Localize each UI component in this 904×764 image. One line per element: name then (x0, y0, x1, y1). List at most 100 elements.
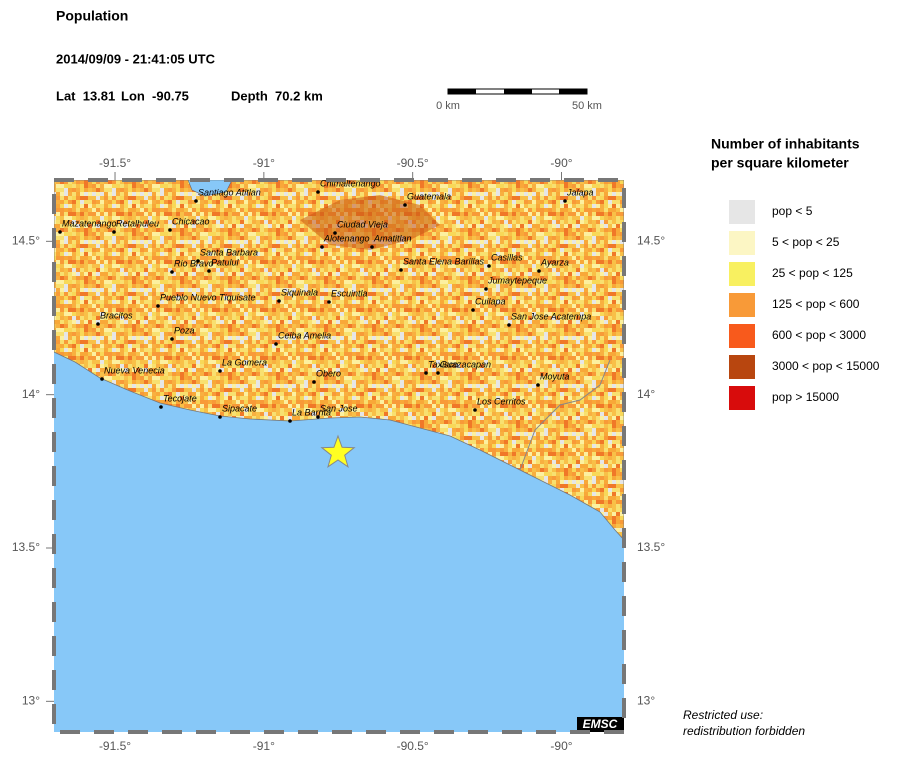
place-label: Obero (316, 368, 341, 378)
place-dot (312, 380, 316, 384)
place-dot (399, 268, 403, 272)
place-label: Pueblo Nuevo Tiquisate (160, 292, 255, 302)
place-label: Ciudad Vieja (337, 219, 388, 229)
x-tick-label: -91.5° (99, 156, 131, 170)
place-dot (507, 323, 511, 327)
place-label: Rio Bravo (174, 258, 214, 268)
place-label: Santa Elena Barillas (403, 256, 485, 266)
x-tick-label: -90.5° (397, 156, 429, 170)
legend-swatch (729, 293, 755, 317)
legend-swatch (729, 324, 755, 348)
places: Chimaltenango Santiago Atitlan Guatemala Ja… (58, 178, 594, 423)
y-tick-label: 14° (637, 387, 655, 401)
place-dot (471, 308, 475, 312)
place-dot (424, 371, 428, 375)
border (519, 359, 611, 471)
scale-end: 50 km (572, 100, 602, 112)
place-label: Tecojate (163, 393, 197, 403)
place-label: Bracitos (100, 310, 133, 320)
scale-start: 0 km (436, 100, 460, 112)
place-dot (563, 199, 567, 203)
place-dot (370, 245, 374, 249)
y-tick-label: 13° (22, 694, 40, 708)
place-dot (333, 231, 337, 235)
legend-swatch (729, 355, 755, 379)
place-label: Ayarza (540, 257, 569, 267)
place-dot (484, 287, 488, 291)
place-label: Alotenango (323, 233, 370, 243)
legend: pop < 5 5 < pop < 25 25 < pop < 125 125 < p… (729, 200, 880, 410)
depth: Depth 70.2 km (231, 88, 323, 103)
legend-title: Number of inhabitants (711, 136, 860, 152)
place-label: Sipacate (222, 403, 257, 413)
place-dot (320, 245, 324, 249)
place-dot (218, 415, 222, 419)
notice: redistribution forbidden (683, 724, 805, 738)
place-dot (487, 264, 491, 268)
place-dot (327, 300, 331, 304)
legend-label: 125 < pop < 600 (772, 297, 860, 311)
legend-label: 3000 < pop < 15000 (772, 359, 880, 373)
y-tick-label: 14.5° (637, 234, 665, 248)
place-label: Escuintla (331, 288, 368, 298)
place-dot (436, 371, 440, 375)
legend-title: per square kilometer (711, 155, 849, 171)
place-dot (100, 377, 104, 381)
legend-swatch (729, 200, 755, 224)
place-dot (168, 228, 172, 232)
y-tick-label: 13.5° (637, 540, 665, 554)
place-label: Chimaltenango (320, 178, 381, 188)
place-label: Mazatenango (62, 218, 117, 228)
legend-label: 5 < pop < 25 (772, 235, 840, 249)
x-tick-label: -91° (253, 156, 275, 170)
place-dot (207, 269, 211, 273)
land (54, 180, 624, 541)
place-label: Casillas (491, 252, 523, 262)
place-dot (473, 408, 477, 412)
y-tick-label: 13° (637, 694, 655, 708)
place-dot (288, 419, 292, 423)
place-dot (170, 337, 174, 341)
y-tick-label: 14° (22, 387, 40, 401)
place-label: Amatitlan (373, 233, 412, 243)
place-label: San Jose Acatempa (511, 311, 591, 321)
logo-box (577, 717, 624, 732)
place-dot (196, 259, 200, 263)
legend-label: pop > 15000 (772, 390, 839, 404)
place-dot (159, 405, 163, 409)
place-label: Retalhuleu (116, 218, 159, 228)
place-label: Ceiba Amelia (278, 330, 331, 340)
place-dot (58, 230, 62, 234)
place-dot (316, 190, 320, 194)
legend-label: 25 < pop < 125 (772, 266, 853, 280)
place-label: La Barrita (292, 407, 331, 417)
place-label: Jalapa (566, 187, 594, 197)
y-tick-label: 13.5° (12, 540, 40, 554)
x-tick-label: -90.5° (397, 739, 429, 753)
logo: EMSC (583, 717, 618, 731)
place-label: San Jose (320, 403, 358, 413)
lon: Lon -90.75 (121, 88, 189, 103)
place-label: Patulul (211, 257, 240, 267)
title: Population (56, 8, 128, 24)
place-dot (96, 322, 100, 326)
place-dot (316, 415, 320, 419)
place-label: Poza (174, 325, 195, 335)
place-label: Chicacao (172, 216, 210, 226)
place-label: Siquinala (281, 287, 318, 297)
place-label: Jumaytepeque (487, 275, 547, 285)
place-dot (218, 369, 222, 373)
place-dot (403, 203, 407, 207)
place-dot (156, 304, 160, 308)
lat: Lat 13.81 (56, 88, 115, 103)
place-label: Santiago Atitlan (198, 187, 261, 197)
legend-label: 600 < pop < 3000 (772, 328, 866, 342)
legend-swatch (729, 386, 755, 410)
x-tick-label: -91° (253, 739, 275, 753)
urban-area (300, 195, 440, 250)
place-dot (537, 269, 541, 273)
x-tick-label: -90° (550, 156, 572, 170)
y-tick-label: 14.5° (12, 234, 40, 248)
legend-swatch (729, 231, 755, 255)
